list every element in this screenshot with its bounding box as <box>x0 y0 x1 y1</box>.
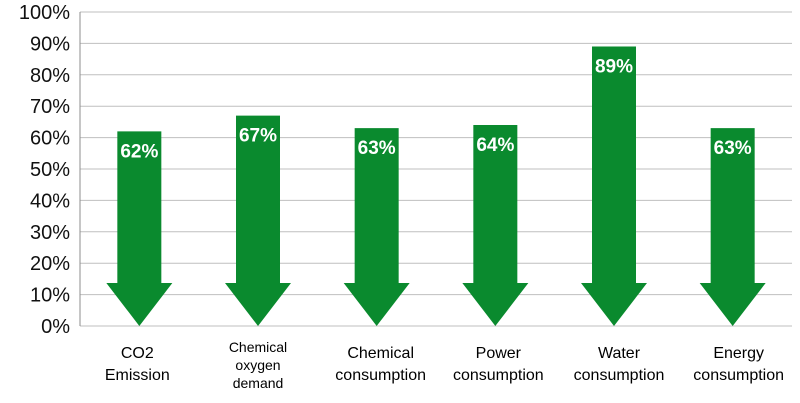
data-label: 63% <box>714 138 752 159</box>
bar-arrow <box>581 46 647 326</box>
y-tick-label: 60% <box>30 128 70 150</box>
y-tick-label: 100% <box>19 2 70 24</box>
y-tick-label: 50% <box>30 159 70 181</box>
x-category-line: Energy <box>713 345 764 362</box>
y-tick-label: 0% <box>41 316 70 338</box>
x-category-label: Power consumption <box>453 345 544 384</box>
y-axis: 0% 10% 20% 30% 40% 50% 60% 70% 80% 90% 100% <box>19 2 81 338</box>
bar-arrow <box>343 128 410 326</box>
y-tick-label: 20% <box>30 253 70 275</box>
x-category-line: oxygen <box>235 357 280 373</box>
y-tick-label: 80% <box>30 65 70 87</box>
bars: 62% 67% 63% 64% 89% 63% <box>106 46 766 327</box>
data-label: 62% <box>120 141 158 162</box>
x-category-line: Power <box>476 345 522 362</box>
x-category-label: Chemical oxygen demand <box>229 339 287 391</box>
x-category-label: CO2 Emission <box>105 345 170 384</box>
x-category-line: consumption <box>574 367 665 384</box>
x-category-label: Water consumption <box>574 345 665 384</box>
x-category-line: consumption <box>335 367 426 384</box>
data-label: 89% <box>595 57 633 78</box>
y-tick-label: 30% <box>30 222 70 244</box>
data-label: 67% <box>239 126 277 147</box>
data-label: 64% <box>476 135 514 156</box>
bar-arrow <box>699 128 766 326</box>
x-category-line: Chemical <box>229 339 287 355</box>
data-label: 63% <box>358 138 396 159</box>
x-category-line: Water <box>598 345 641 362</box>
x-category-line: demand <box>233 375 284 391</box>
y-tick-label: 40% <box>30 190 70 212</box>
y-tick-label: 10% <box>30 285 70 307</box>
bar-arrow <box>462 125 529 326</box>
x-axis: CO2 Emission Chemical oxygen demand Chemical c… <box>105 339 784 391</box>
x-category-line: Chemical <box>347 345 414 362</box>
bar-arrow <box>225 115 291 327</box>
x-category-label: Energy consumption <box>693 345 784 384</box>
x-category-line: consumption <box>453 367 544 384</box>
gridlines <box>80 11 792 327</box>
x-category-line: Emission <box>105 367 170 384</box>
bar-arrow <box>106 131 173 326</box>
x-category-label: Chemical consumption <box>335 345 426 384</box>
x-category-line: consumption <box>693 367 784 384</box>
x-category-line: CO2 <box>121 345 154 362</box>
y-tick-label: 70% <box>30 96 70 118</box>
y-tick-label: 90% <box>30 33 70 55</box>
